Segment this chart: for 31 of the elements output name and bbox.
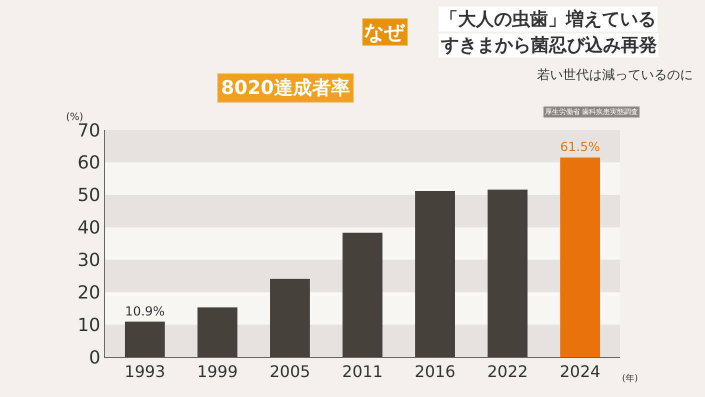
text: なぜ [364,20,406,44]
x-axis-title: (年) [622,373,638,384]
text: 「大人の虫歯」増えている [440,8,656,30]
x-tick-label: 1999 [197,362,238,382]
y-axis-title: (%) [66,112,84,123]
y-tick-label: 30 [77,250,100,272]
y-tick-label: 0 [88,347,100,368]
bar [342,232,382,357]
data-label: 61.5% [560,139,600,154]
chart-title: 8020達成者率 [221,77,350,99]
x-tick-label: 2005 [270,362,310,382]
bar [197,307,238,357]
bar [488,190,528,357]
y-tick-label: 20 [77,282,100,304]
text: 若い世代は減っているのに [537,68,693,83]
bar [124,322,165,357]
bar [560,158,600,357]
y-tick-label: 60 [77,152,100,174]
bar [270,278,310,357]
bar [415,190,455,357]
y-tick-label: 70 [77,120,100,142]
y-tick-label: 40 [77,218,100,239]
x-tick-label: 2024 [560,362,600,382]
y-tick-label: 50 [77,185,100,206]
x-tick-label: 2011 [342,362,383,382]
x-tick-label: 1993 [124,362,166,382]
y-tick-label: 10 [77,314,100,336]
x-tick-label: 2022 [487,362,528,382]
x-tick-label: 2016 [414,362,456,382]
text: すきまから菌忍び込み再発 [440,35,657,56]
data-label: 10.9% [124,304,165,319]
